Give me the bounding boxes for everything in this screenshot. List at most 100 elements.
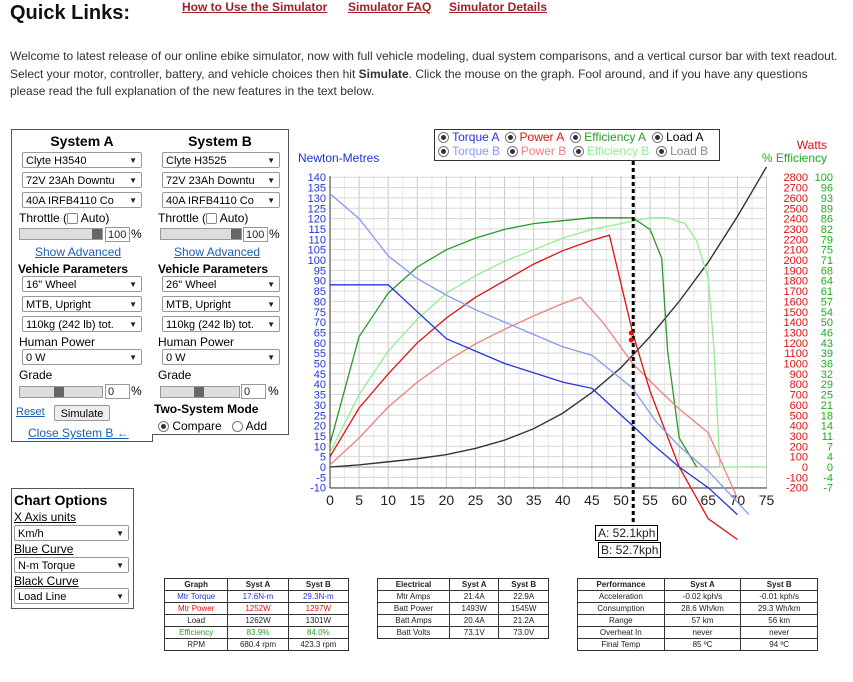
watts-tick-label: 2200 bbox=[784, 234, 808, 246]
efficiency-tick-label: 54 bbox=[821, 307, 833, 319]
watts-tick-label: 2700 bbox=[784, 183, 808, 195]
system-b-battery-value: 72V 23Ah Downtu bbox=[166, 175, 255, 187]
slider-thumb[interactable] bbox=[194, 387, 204, 397]
system-b-grade-input[interactable]: 0 bbox=[241, 384, 266, 399]
torque-tick-label: 65 bbox=[314, 327, 326, 339]
legend-load-b[interactable]: Load B bbox=[655, 144, 708, 158]
legend-load-a-radio[interactable] bbox=[651, 132, 663, 144]
legend-load-b-radio[interactable] bbox=[655, 146, 667, 158]
system-b-weight-select[interactable]: 110kg (242 lb) tot. ▼ bbox=[162, 316, 280, 332]
torque-tick-label: 95 bbox=[314, 265, 326, 277]
chart-legend: Torque A Power A Efficiency A Load A Tor… bbox=[434, 129, 720, 161]
add-option[interactable]: Add bbox=[232, 419, 267, 433]
torque-tick-label: 35 bbox=[314, 390, 326, 402]
table-row: Overheat In never never bbox=[577, 626, 818, 639]
system-b-throttle-slider[interactable] bbox=[160, 228, 242, 240]
watts-tick-label: 1000 bbox=[784, 359, 808, 371]
blue-curve-select[interactable]: N-m Torque ▼ bbox=[14, 557, 129, 573]
legend-load-a[interactable]: Load A bbox=[651, 130, 703, 144]
table-cell: 28.6 Wh/km bbox=[663, 602, 742, 615]
legend-power-a[interactable]: Power A bbox=[505, 130, 564, 144]
simulator-details-link[interactable]: Simulator Details bbox=[449, 0, 548, 14]
system-b-grade-slider[interactable] bbox=[160, 386, 240, 398]
close-system-b-link[interactable]: Close System B ← bbox=[28, 426, 129, 440]
table-row: Batt Volts 73.1V 73.0V bbox=[377, 626, 549, 639]
system-b-human-power-select[interactable]: 0 W ▼ bbox=[162, 349, 280, 365]
system-b-controller-select[interactable]: 40A IRFB4110 Co ▼ bbox=[162, 192, 280, 208]
system-a-grade-slider[interactable] bbox=[19, 386, 103, 398]
compare-radio[interactable] bbox=[158, 421, 169, 433]
system-b-motor-select[interactable]: Clyte H3525 ▼ bbox=[162, 152, 280, 168]
simulator-faq-link[interactable]: Simulator FAQ bbox=[348, 0, 432, 14]
percent-label: % bbox=[131, 227, 142, 241]
system-a-show-advanced-link[interactable]: Show Advanced bbox=[35, 245, 122, 259]
watts-tick-label: 1900 bbox=[784, 265, 808, 277]
system-a-weight-select[interactable]: 110kg (242 lb) tot. ▼ bbox=[22, 316, 142, 332]
torque-tick-label: -5 bbox=[316, 472, 326, 484]
table-cell: 56 km bbox=[740, 614, 818, 627]
chevron-down-icon: ▼ bbox=[129, 196, 137, 205]
legend-torque-a-radio[interactable] bbox=[438, 132, 449, 144]
system-a-battery-select[interactable]: 72V 23Ah Downtu ▼ bbox=[22, 172, 142, 188]
legend-eff-b-radio[interactable] bbox=[572, 146, 584, 158]
slider-thumb[interactable] bbox=[92, 229, 102, 239]
system-a-auto-checkbox[interactable] bbox=[67, 213, 79, 225]
system-a-position-select[interactable]: MTB, Upright ▼ bbox=[22, 296, 142, 312]
system-a-wheel-select[interactable]: 16" Wheel ▼ bbox=[22, 276, 142, 292]
simulate-button[interactable]: Simulate bbox=[54, 405, 110, 421]
legend-power-a-label: Power A bbox=[519, 130, 564, 144]
how-to-use-link[interactable]: How to Use the Simulator bbox=[182, 0, 328, 14]
table-cell: 21.2A bbox=[498, 614, 549, 627]
x-tick-label: 45 bbox=[584, 492, 600, 508]
watts-tick-label: 2400 bbox=[784, 214, 808, 226]
system-a-throttle-slider[interactable] bbox=[19, 228, 103, 240]
system-a-controller-select[interactable]: 40A IRFB4110 Co ▼ bbox=[22, 192, 142, 208]
slider-thumb[interactable] bbox=[54, 387, 64, 397]
system-a-grade-input[interactable]: 0 bbox=[105, 384, 130, 399]
legend-power-a-radio[interactable] bbox=[505, 132, 517, 144]
x-axis-units-select[interactable]: Km/h ▼ bbox=[14, 525, 129, 541]
table-cell: 423.3 rpm bbox=[287, 638, 350, 651]
system-b-show-advanced-link[interactable]: Show Advanced bbox=[174, 245, 261, 259]
efficiency-tick-label: -4 bbox=[823, 472, 833, 484]
efficiency-tick-label: 46 bbox=[821, 327, 833, 339]
cursor-bar[interactable] bbox=[628, 161, 635, 540]
torque-tick-label: 120 bbox=[308, 214, 326, 226]
system-b-wheel-select[interactable]: 26" Wheel ▼ bbox=[162, 276, 280, 292]
system-a-throttle-input[interactable]: 100 bbox=[105, 227, 130, 242]
system-a-human-power-select[interactable]: 0 W ▼ bbox=[22, 349, 142, 365]
legend-eff-a-radio[interactable] bbox=[569, 132, 581, 144]
compare-option[interactable]: Compare bbox=[158, 419, 222, 433]
legend-power-b[interactable]: Power B bbox=[506, 144, 566, 158]
x-tick-label: 75 bbox=[759, 492, 775, 508]
system-b-battery-select[interactable]: 72V 23Ah Downtu ▼ bbox=[162, 172, 280, 188]
system-b-throttle-input[interactable]: 100 bbox=[243, 227, 268, 242]
watts-tick-label: 2000 bbox=[784, 255, 808, 267]
reset-link[interactable]: Reset bbox=[16, 406, 45, 418]
table-header-cell: Syst B bbox=[287, 578, 350, 591]
black-curve-select[interactable]: Load Line ▼ bbox=[14, 588, 129, 604]
table-header-row: Performance Syst A Syst B bbox=[577, 578, 818, 591]
system-a-motor-select[interactable]: Clyte H3540 ▼ bbox=[22, 152, 142, 168]
system-b-position-select[interactable]: MTB, Upright ▼ bbox=[162, 296, 280, 312]
legend-power-b-radio[interactable] bbox=[506, 146, 518, 158]
efficiency-tick-label: 7 bbox=[827, 441, 833, 453]
table-row: Mtr Amps 21.4A 22.9A bbox=[377, 590, 549, 603]
legend-torque-b[interactable]: Torque B bbox=[438, 144, 500, 158]
system-b-position-value: MTB, Upright bbox=[166, 299, 231, 311]
efficiency-tick-label: 96 bbox=[821, 183, 833, 195]
legend-eff-b[interactable]: Efficiency B bbox=[572, 144, 649, 158]
efficiency-tick-label: 11 bbox=[822, 431, 833, 443]
x-tick-label: 60 bbox=[671, 492, 687, 508]
legend-torque-b-radio[interactable] bbox=[438, 146, 449, 158]
slider-thumb[interactable] bbox=[231, 229, 241, 239]
chart-options-title: Chart Options bbox=[14, 492, 108, 508]
system-b-auto-checkbox[interactable] bbox=[206, 213, 218, 225]
efficiency-tick-label: 71 bbox=[821, 255, 833, 267]
chevron-down-icon: ▼ bbox=[116, 561, 124, 570]
legend-eff-a[interactable]: Efficiency A bbox=[569, 130, 645, 144]
legend-torque-a[interactable]: Torque A bbox=[438, 130, 499, 144]
add-radio[interactable] bbox=[232, 421, 243, 433]
efficiency-tick-label: 82 bbox=[821, 224, 833, 236]
